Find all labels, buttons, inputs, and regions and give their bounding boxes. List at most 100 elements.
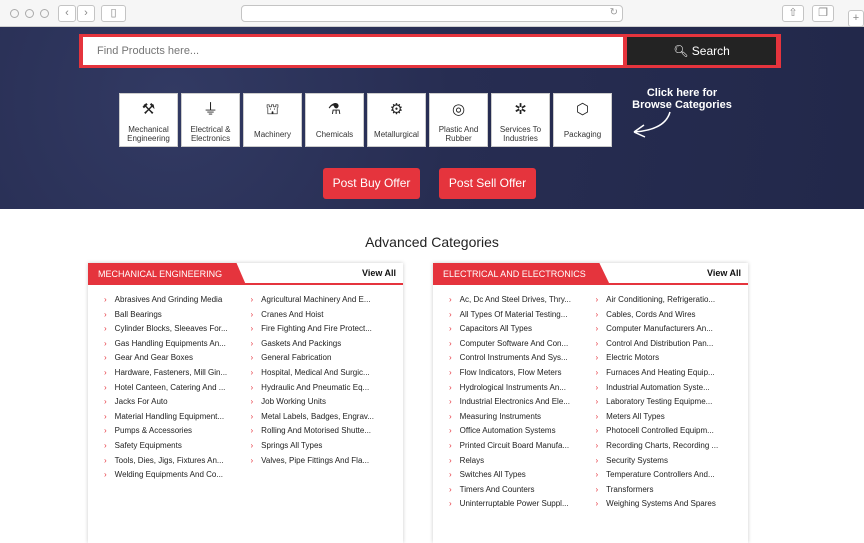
category-link[interactable]: › Computer Software And Con... xyxy=(449,339,596,354)
back-button[interactable]: ‹ xyxy=(58,5,76,22)
category-link[interactable]: › Capacitors All Types xyxy=(449,324,596,339)
category-link[interactable]: › Temperature Controllers And... xyxy=(596,470,743,485)
chevron-right-icon: › xyxy=(250,338,254,348)
browser-toolbar: ‹ › ▯ ↻ ⇧ ❐ + xyxy=(0,0,864,27)
share-icon[interactable]: ⇧ xyxy=(782,5,804,22)
chevron-right-icon: › xyxy=(449,309,452,319)
category-link[interactable]: › Printed Circuit Board Manufa... xyxy=(449,441,596,456)
category-tile[interactable]: ⚙ Metallurgical xyxy=(367,93,426,147)
chevron-right-icon: › xyxy=(104,411,107,421)
category-link[interactable]: › Gear And Gear Boxes xyxy=(104,353,251,368)
category-link[interactable]: › Control And Distribution Pan... xyxy=(596,339,743,354)
category-link[interactable]: › Laboratory Testing Equipme... xyxy=(596,397,743,412)
category-column: › Abrasives And Grinding Media › Ball Beari… xyxy=(104,295,251,485)
category-link[interactable]: › Timers And Counters xyxy=(449,485,596,500)
category-tile[interactable]: ✲ Services To Industries xyxy=(491,93,550,147)
category-link[interactable]: › Springs All Types xyxy=(251,441,398,456)
category-link[interactable]: › Material Handling Equipment... xyxy=(104,412,251,427)
category-link[interactable]: › All Types Of Material Testing... xyxy=(449,310,596,325)
category-link[interactable]: › Air Conditioning, Refrigeratio... xyxy=(596,295,743,310)
category-link-label: Security Systems xyxy=(606,455,668,465)
category-link[interactable]: › Safety Equipments xyxy=(104,441,251,456)
new-tab-icon[interactable]: + xyxy=(848,10,864,27)
category-tile[interactable]: ⬡ Packaging xyxy=(553,93,612,147)
category-link[interactable]: › Transformers xyxy=(596,485,743,500)
category-link[interactable]: › Flow Indicators, Flow Meters xyxy=(449,368,596,383)
forward-button[interactable]: › xyxy=(77,5,95,22)
category-link[interactable]: › Cylinder Blocks, Sleeaves For... xyxy=(104,324,251,339)
category-link[interactable]: › General Fabrication xyxy=(251,353,398,368)
category-link[interactable]: › Uninterruptable Power Suppl... xyxy=(449,499,596,514)
box-icon: ⬡ xyxy=(575,101,590,118)
crane-icon: ⛫ xyxy=(265,101,280,118)
category-tile[interactable]: ⚒ Mechanical Engineering xyxy=(119,93,178,147)
category-link[interactable]: › Hardware, Fasteners, Mill Gin... xyxy=(104,368,251,383)
panel-title: MECHANICAL ENGINEERING xyxy=(88,263,246,285)
reload-icon[interactable]: ↻ xyxy=(609,7,618,18)
category-link-label: Material Handling Equipment... xyxy=(114,411,225,421)
category-link[interactable]: › Agricultural Machinery And E... xyxy=(251,295,398,310)
category-link[interactable]: › Gaskets And Packings xyxy=(251,339,398,354)
view-all-link[interactable]: View All xyxy=(706,268,741,278)
category-link[interactable]: › Pumps & Accessories xyxy=(104,426,251,441)
category-tile[interactable]: ⛫ Machinery xyxy=(243,93,302,147)
category-link[interactable]: › Computer Manufacturers An... xyxy=(596,324,743,339)
category-link[interactable]: › Furnaces And Heating Equip... xyxy=(596,368,743,383)
category-link[interactable]: › Meters All Types xyxy=(596,412,743,427)
category-link[interactable]: › Office Automation Systems xyxy=(449,426,596,441)
category-link[interactable]: › Welding Equipments And Co... xyxy=(104,470,251,485)
chevron-right-icon: › xyxy=(449,367,452,377)
category-link[interactable]: › Measuring Instruments xyxy=(449,412,596,427)
search-bar: 🔍︎ Search xyxy=(79,34,781,68)
category-link-label: Cylinder Blocks, Sleeaves For... xyxy=(114,324,228,334)
search-button[interactable]: 🔍︎ Search xyxy=(627,37,776,65)
category-link[interactable]: › Industrial Electronics And Ele... xyxy=(449,397,596,412)
category-tile[interactable]: ⏚ Electrical & Electronics xyxy=(181,93,240,147)
category-tile[interactable]: ◎ Plastic And Rubber xyxy=(429,93,488,147)
category-link[interactable]: › Ball Bearings xyxy=(104,310,251,325)
browse-categories-hint[interactable]: Click here for Browse Categories xyxy=(632,87,732,111)
category-link-label: Jacks For Auto xyxy=(114,397,168,407)
category-link[interactable]: › Recording Charts, Recording ... xyxy=(596,441,743,456)
category-link[interactable]: › Switches All Types xyxy=(449,470,596,485)
panel-header: MECHANICAL ENGINEERING View All xyxy=(88,263,403,285)
category-link[interactable]: › Metal Labels, Badges, Engrav... xyxy=(251,412,398,427)
category-link[interactable]: › Abrasives And Grinding Media xyxy=(104,295,251,310)
category-link[interactable]: › Tools, Dies, Jigs, Fixtures An... xyxy=(104,456,251,471)
category-link[interactable]: › Ac, Dc And Steel Drives, Thry... xyxy=(449,295,596,310)
category-link[interactable]: › Job Working Units xyxy=(251,397,398,412)
category-link[interactable]: › Security Systems xyxy=(596,456,743,471)
category-link[interactable]: › Jacks For Auto xyxy=(104,397,251,412)
category-link[interactable]: › Cranes And Hoist xyxy=(251,310,398,325)
tyre-icon: ◎ xyxy=(451,101,466,118)
sidebar-toggle-icon[interactable]: ▯ xyxy=(101,5,126,22)
category-link[interactable]: › Hospital, Medical And Surgic... xyxy=(251,368,398,383)
category-link[interactable]: › Hydrological Instruments An... xyxy=(449,383,596,398)
category-link[interactable]: › Control Instruments And Sys... xyxy=(449,353,596,368)
search-input[interactable] xyxy=(83,37,623,65)
chevron-right-icon: › xyxy=(449,295,452,304)
category-link[interactable]: › Fire Fighting And Fire Protect... xyxy=(251,324,398,339)
category-link[interactable]: › Rolling And Motorised Shutte... xyxy=(251,426,398,441)
chevron-right-icon: › xyxy=(595,338,599,348)
close-window-icon[interactable] xyxy=(10,9,19,18)
tabs-icon[interactable]: ❐ xyxy=(812,5,834,22)
category-link[interactable]: › Hotel Canteen, Catering And ... xyxy=(104,383,251,398)
category-link[interactable]: › Cables, Cords And Wires xyxy=(596,310,743,325)
category-tile[interactable]: ⚗ Chemicals xyxy=(305,93,364,147)
category-link[interactable]: › Valves, Pipe Fittings And Fla... xyxy=(251,456,398,471)
view-all-link[interactable]: View All xyxy=(361,268,396,278)
post-buy-offer-button[interactable]: Post Buy Offer xyxy=(323,168,420,199)
category-link[interactable]: › Weighing Systems And Spares xyxy=(596,499,743,514)
category-link[interactable]: › Industrial Automation Syste... xyxy=(596,383,743,398)
minimize-window-icon[interactable] xyxy=(25,9,34,18)
category-link[interactable]: › Relays xyxy=(449,456,596,471)
category-column: › Agricultural Machinery And E... › Cranes … xyxy=(251,295,398,485)
category-link[interactable]: › Hydraulic And Pneumatic Eq... xyxy=(251,383,398,398)
category-link[interactable]: › Photocell Controlled Equipm... xyxy=(596,426,743,441)
post-sell-offer-button[interactable]: Post Sell Offer xyxy=(439,168,536,199)
address-bar[interactable]: ↻ xyxy=(241,5,623,22)
category-link[interactable]: › Gas Handling Equipments An... xyxy=(104,339,251,354)
category-link[interactable]: › Electric Motors xyxy=(596,353,743,368)
maximize-window-icon[interactable] xyxy=(40,9,49,18)
